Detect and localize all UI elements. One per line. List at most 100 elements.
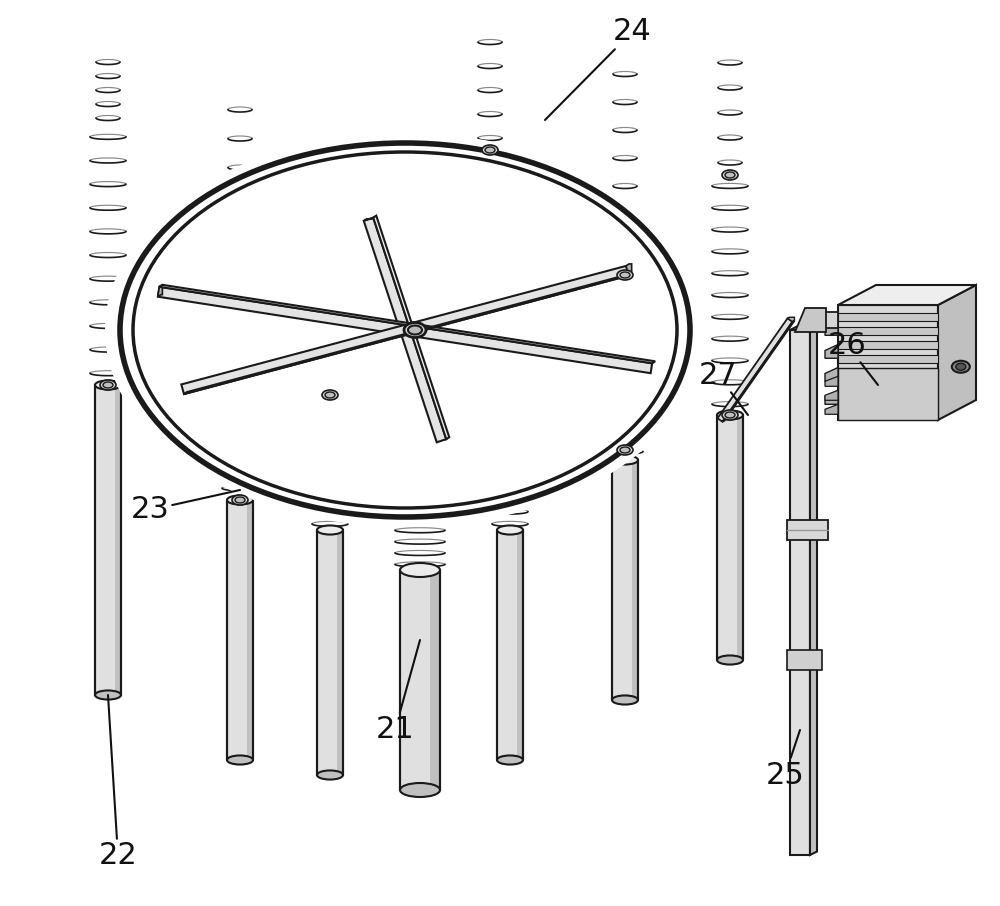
Ellipse shape (956, 363, 966, 371)
Ellipse shape (100, 380, 116, 390)
Ellipse shape (227, 496, 253, 505)
Polygon shape (159, 284, 655, 363)
Polygon shape (938, 285, 976, 420)
Polygon shape (430, 570, 440, 790)
Polygon shape (718, 318, 792, 421)
Ellipse shape (612, 456, 638, 465)
Text: 25: 25 (766, 730, 804, 789)
Polygon shape (838, 313, 938, 321)
Polygon shape (364, 216, 376, 221)
Text: 22: 22 (99, 695, 137, 871)
Polygon shape (373, 216, 449, 439)
Polygon shape (632, 460, 638, 700)
Polygon shape (722, 321, 794, 421)
Ellipse shape (952, 361, 970, 372)
Polygon shape (825, 390, 838, 400)
Ellipse shape (722, 170, 738, 180)
Polygon shape (114, 385, 121, 695)
Ellipse shape (482, 145, 498, 155)
Polygon shape (736, 415, 743, 660)
Polygon shape (336, 530, 343, 775)
Polygon shape (181, 265, 629, 394)
Polygon shape (787, 520, 828, 540)
Ellipse shape (110, 136, 700, 524)
Text: 24: 24 (545, 17, 651, 120)
Polygon shape (717, 415, 743, 660)
Polygon shape (95, 385, 121, 695)
Polygon shape (373, 216, 449, 439)
Polygon shape (838, 327, 938, 335)
Ellipse shape (235, 497, 245, 503)
Polygon shape (825, 368, 838, 381)
Polygon shape (787, 650, 822, 670)
Polygon shape (838, 369, 938, 377)
Polygon shape (825, 322, 838, 335)
Polygon shape (825, 376, 838, 386)
Polygon shape (795, 308, 826, 332)
Polygon shape (626, 264, 632, 275)
Polygon shape (838, 285, 976, 305)
Ellipse shape (620, 447, 630, 453)
Polygon shape (790, 326, 817, 330)
Ellipse shape (725, 412, 735, 418)
Polygon shape (364, 217, 446, 442)
Ellipse shape (620, 272, 630, 278)
Polygon shape (838, 355, 938, 363)
Polygon shape (838, 341, 938, 349)
Polygon shape (246, 500, 253, 760)
Polygon shape (184, 274, 632, 394)
Polygon shape (158, 284, 162, 296)
Polygon shape (516, 530, 523, 760)
Ellipse shape (404, 323, 426, 338)
Polygon shape (158, 284, 162, 296)
Ellipse shape (325, 392, 335, 398)
Ellipse shape (95, 381, 121, 390)
Ellipse shape (134, 153, 676, 507)
Polygon shape (838, 305, 938, 420)
Polygon shape (158, 287, 652, 373)
Ellipse shape (725, 172, 735, 178)
Ellipse shape (322, 390, 338, 400)
Polygon shape (838, 368, 938, 420)
Polygon shape (626, 264, 632, 275)
Polygon shape (159, 284, 655, 363)
Polygon shape (364, 217, 446, 442)
Text: 21: 21 (376, 640, 420, 745)
Polygon shape (790, 330, 810, 855)
Ellipse shape (617, 270, 633, 280)
Ellipse shape (95, 690, 121, 699)
Polygon shape (227, 500, 253, 760)
Ellipse shape (497, 525, 523, 535)
Polygon shape (317, 530, 343, 775)
Text: 27: 27 (699, 361, 748, 415)
Ellipse shape (485, 147, 495, 153)
Polygon shape (825, 404, 838, 414)
Ellipse shape (408, 325, 422, 334)
Text: 26: 26 (828, 331, 878, 385)
Polygon shape (788, 317, 794, 322)
Ellipse shape (404, 323, 426, 338)
Polygon shape (825, 390, 838, 404)
Ellipse shape (232, 495, 248, 505)
Text: 23: 23 (131, 490, 240, 525)
Ellipse shape (227, 756, 253, 765)
Ellipse shape (317, 525, 343, 535)
Ellipse shape (722, 410, 738, 420)
Polygon shape (400, 570, 440, 790)
Ellipse shape (717, 655, 743, 664)
Ellipse shape (133, 152, 677, 508)
Polygon shape (497, 530, 523, 760)
Ellipse shape (617, 445, 633, 455)
Polygon shape (181, 265, 629, 394)
Ellipse shape (612, 696, 638, 705)
Polygon shape (810, 312, 838, 328)
Ellipse shape (408, 325, 422, 334)
Polygon shape (825, 344, 838, 358)
Ellipse shape (105, 133, 705, 527)
Polygon shape (612, 460, 638, 700)
Ellipse shape (400, 563, 440, 577)
Polygon shape (810, 326, 817, 855)
Polygon shape (158, 287, 652, 373)
Polygon shape (184, 274, 632, 394)
Ellipse shape (717, 410, 743, 419)
